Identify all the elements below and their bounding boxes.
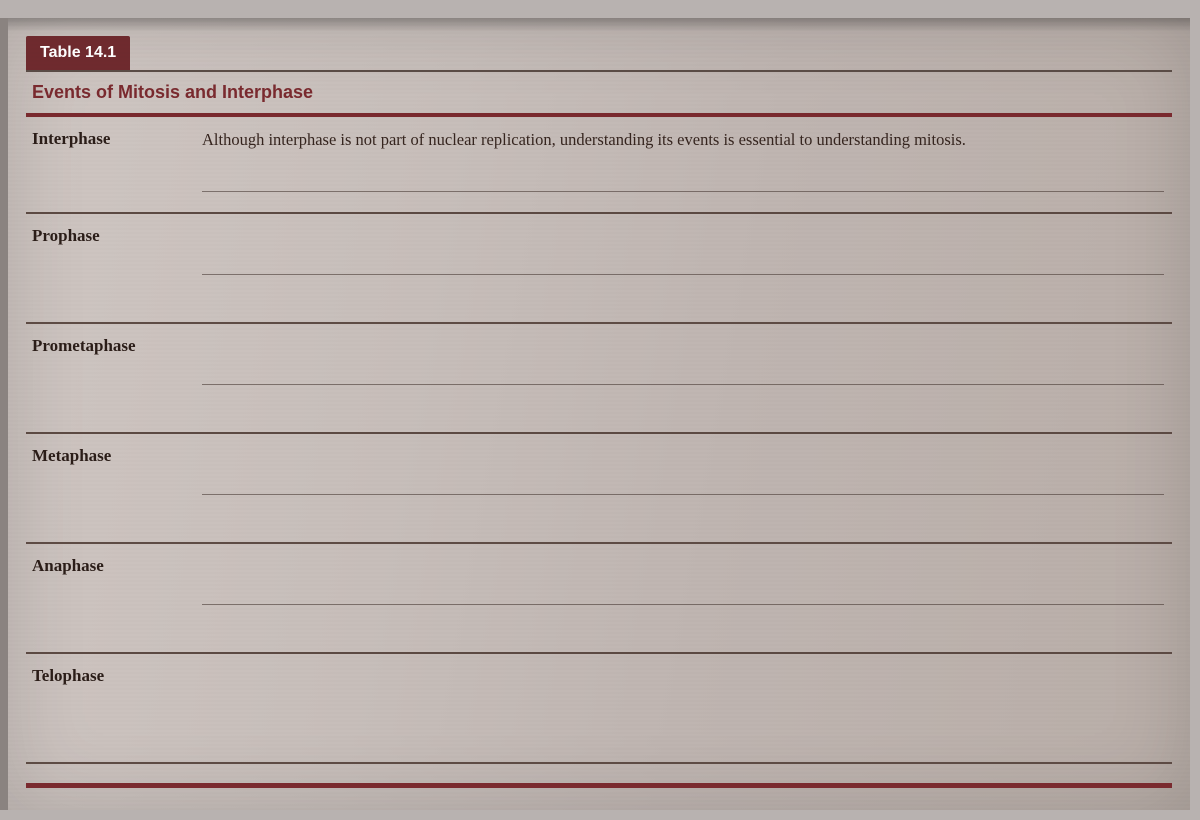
table-caption: Events of Mitosis and Interphase <box>32 82 313 102</box>
table-number-tab: Table 14.1 <box>26 36 130 70</box>
row-subline <box>202 274 1164 275</box>
table-row: Metaphase <box>26 433 1172 543</box>
row-subline <box>202 384 1164 385</box>
table-row: Telophase <box>26 653 1172 763</box>
row-subline <box>202 191 1164 192</box>
phase-label: Anaphase <box>32 556 104 575</box>
phases-table: Interphase Although interphase is not par… <box>26 117 1172 764</box>
description-cell <box>196 213 1172 323</box>
table-number-label: Table 14.1 <box>40 44 116 61</box>
phase-label: Interphase <box>32 129 110 148</box>
description-cell <box>196 433 1172 543</box>
bottom-accent-rule <box>26 783 1172 788</box>
phase-label: Prometaphase <box>32 336 136 355</box>
table-14-1: Table 14.1 Events of Mitosis and Interph… <box>8 18 1190 764</box>
description-text: Although interphase is not part of nucle… <box>202 130 966 149</box>
table-row: Interphase Although interphase is not par… <box>26 117 1172 213</box>
description-cell <box>196 653 1172 763</box>
description-cell <box>196 543 1172 653</box>
table-row: Prophase <box>26 213 1172 323</box>
phase-label: Telophase <box>32 666 104 685</box>
phase-cell: Interphase <box>26 117 196 213</box>
row-subline <box>202 494 1164 495</box>
table-caption-row: Events of Mitosis and Interphase <box>26 70 1172 117</box>
phase-label: Prophase <box>32 226 100 245</box>
phase-cell: Anaphase <box>26 543 196 653</box>
phase-cell: Prophase <box>26 213 196 323</box>
textbook-page: Table 14.1 Events of Mitosis and Interph… <box>0 18 1190 810</box>
description-cell <box>196 323 1172 433</box>
phase-cell: Metaphase <box>26 433 196 543</box>
phase-cell: Telophase <box>26 653 196 763</box>
row-subline <box>202 604 1164 605</box>
table-row: Anaphase <box>26 543 1172 653</box>
table-row: Prometaphase <box>26 323 1172 433</box>
phases-tbody: Interphase Although interphase is not par… <box>26 117 1172 763</box>
description-cell: Although interphase is not part of nucle… <box>196 117 1172 213</box>
phase-label: Metaphase <box>32 446 111 465</box>
phase-cell: Prometaphase <box>26 323 196 433</box>
